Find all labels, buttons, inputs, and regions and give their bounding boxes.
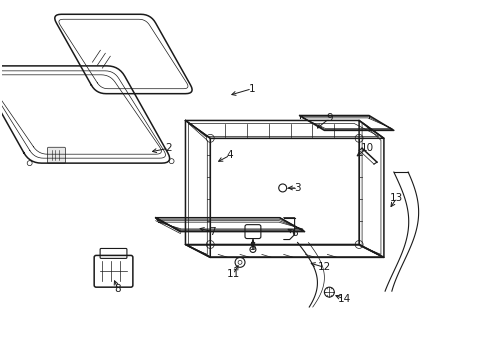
Text: 6: 6 xyxy=(291,228,297,238)
Text: 8: 8 xyxy=(115,284,121,294)
Text: 5: 5 xyxy=(249,243,256,252)
Text: 14: 14 xyxy=(337,294,350,304)
Text: 3: 3 xyxy=(294,183,300,193)
Text: 1: 1 xyxy=(248,84,255,94)
Text: 13: 13 xyxy=(389,193,403,203)
Text: 12: 12 xyxy=(317,262,330,272)
Text: 10: 10 xyxy=(360,143,373,153)
Text: 11: 11 xyxy=(226,269,239,279)
Text: 9: 9 xyxy=(325,113,332,123)
Text: 2: 2 xyxy=(165,143,172,153)
Text: 4: 4 xyxy=(226,150,233,160)
Text: 7: 7 xyxy=(208,226,215,237)
FancyBboxPatch shape xyxy=(47,147,65,163)
